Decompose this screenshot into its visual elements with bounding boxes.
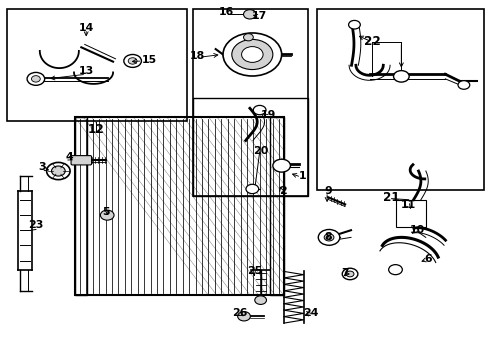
Circle shape: [47, 162, 70, 180]
Bar: [75, 117, 284, 295]
Text: 1: 1: [299, 171, 306, 181]
Text: 4: 4: [65, 152, 73, 162]
Circle shape: [27, 72, 45, 85]
Circle shape: [342, 268, 358, 280]
Bar: [75, 117, 87, 295]
Text: 7: 7: [342, 268, 349, 278]
Text: 25: 25: [247, 266, 263, 276]
Text: 14: 14: [78, 23, 94, 33]
Circle shape: [389, 265, 402, 275]
Circle shape: [124, 54, 142, 67]
Text: 6: 6: [424, 254, 432, 264]
Text: 17: 17: [252, 11, 267, 21]
Circle shape: [246, 184, 259, 194]
Circle shape: [393, 71, 409, 82]
Bar: [318, 9, 485, 190]
Circle shape: [458, 81, 470, 89]
Circle shape: [31, 76, 40, 82]
Text: 11: 11: [401, 200, 416, 210]
Circle shape: [273, 159, 291, 172]
Circle shape: [255, 296, 267, 305]
Bar: [6, 9, 187, 121]
Circle shape: [238, 312, 250, 321]
Bar: [193, 98, 308, 196]
Text: 16: 16: [219, 7, 234, 17]
Circle shape: [128, 58, 137, 64]
Circle shape: [244, 34, 253, 41]
Text: 21: 21: [383, 191, 400, 204]
Circle shape: [51, 166, 65, 176]
Text: 12: 12: [88, 123, 104, 136]
Text: 23: 23: [28, 220, 44, 230]
Text: 22: 22: [364, 35, 380, 49]
Text: 26: 26: [232, 308, 248, 318]
Text: 15: 15: [142, 55, 157, 65]
Text: 5: 5: [102, 207, 109, 217]
Text: 18: 18: [190, 51, 205, 61]
Text: 10: 10: [409, 225, 425, 235]
Text: 8: 8: [324, 232, 332, 242]
Circle shape: [242, 46, 263, 62]
Circle shape: [324, 234, 334, 241]
Circle shape: [223, 33, 282, 76]
Circle shape: [232, 40, 273, 69]
Text: 2: 2: [279, 186, 287, 196]
Bar: [270, 117, 284, 295]
Circle shape: [346, 271, 354, 277]
Bar: [396, 200, 426, 226]
Circle shape: [253, 105, 266, 115]
Circle shape: [244, 10, 256, 19]
Circle shape: [100, 210, 114, 220]
Text: 19: 19: [261, 111, 276, 121]
Text: 20: 20: [253, 146, 269, 156]
FancyBboxPatch shape: [71, 156, 92, 165]
Text: 13: 13: [78, 66, 94, 76]
Circle shape: [348, 21, 360, 29]
Text: 24: 24: [303, 308, 318, 318]
Bar: [193, 9, 308, 196]
Text: 3: 3: [38, 162, 46, 172]
Circle shape: [318, 229, 340, 245]
Text: 9: 9: [324, 186, 332, 196]
